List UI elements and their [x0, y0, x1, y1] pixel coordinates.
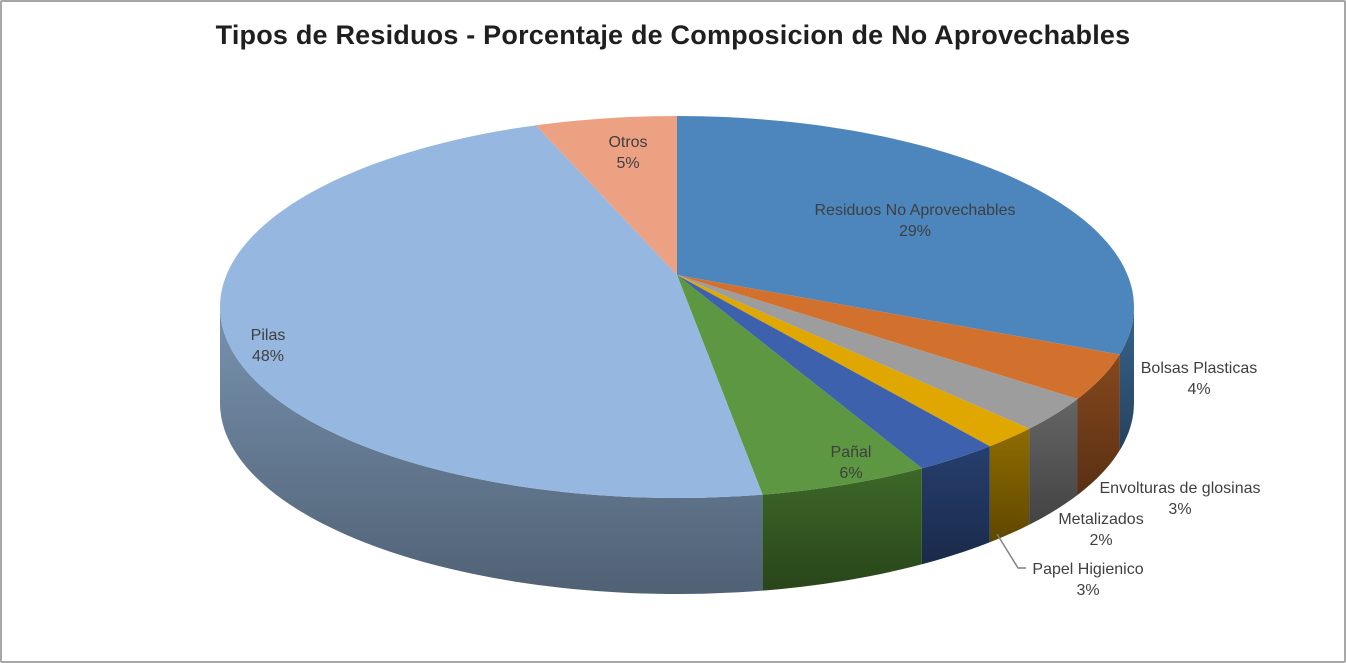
slice-label-text: Metalizados: [1058, 511, 1144, 528]
slice-label-pct: 4%: [1187, 381, 1211, 398]
chart-title: Tipos de Residuos - Porcentaje de Compos…: [215, 20, 1131, 50]
slice-label-text: Bolsas Plasticas: [1140, 360, 1258, 377]
slice-label-pct: 2%: [1089, 532, 1113, 549]
slice-label-text: Residuos No Aprovechables: [814, 202, 1016, 219]
pie-slice-side-panal: [762, 468, 922, 591]
pie-slice-side-envolturas-de-glosinas: [1029, 399, 1078, 525]
pie-slice-side-metalizados: [989, 428, 1030, 543]
pie-slice-side-bolsas-plasticas: [1077, 354, 1120, 495]
slice-label-envolturas-de-glosinas: Envolturas de glosinas 3%: [1100, 478, 1261, 520]
pie-slice-envolturas-de-glosinas[interactable]: [677, 275, 1078, 429]
pie-slice-side-papel-higienico: [921, 446, 990, 565]
pie-slice-metalizados[interactable]: [677, 275, 1030, 447]
pie-slice-otros[interactable]: [535, 116, 677, 275]
slice-label-text: Pilas: [250, 327, 286, 344]
slice-label-otros: Otros 5%: [608, 132, 647, 174]
slice-label-pct: 29%: [898, 223, 932, 240]
slice-label-pilas: Pilas 48%: [251, 325, 286, 367]
slice-label-pct: 6%: [839, 465, 863, 482]
pie-slice-bolsas-plasticas[interactable]: [677, 275, 1120, 399]
slice-label-panal: Pañal 6%: [831, 442, 872, 484]
slice-label-pct: 5%: [616, 155, 640, 172]
slice-label-text: Otros: [608, 134, 648, 151]
pie-slice-papel-higienico[interactable]: [677, 275, 990, 469]
slice-label-bolsas-plasticas: Bolsas Plasticas 4%: [1141, 358, 1258, 400]
slice-label-residuos-no-aprovechables: Residuos No Aprovechables 29%: [814, 200, 1015, 242]
slice-label-pct: 3%: [1076, 582, 1100, 599]
slice-label-text: Envolturas de glosinas: [1099, 480, 1261, 497]
leader-line-papel-higienico: [996, 533, 1026, 569]
slice-label-pct: 3%: [1168, 501, 1192, 518]
pie-slice-panal[interactable]: [677, 275, 922, 495]
slice-label-text: Pañal: [830, 444, 872, 461]
pie-slice-residuos-no-aprovechables[interactable]: [677, 116, 1134, 355]
slice-label-text: Papel Higienico: [1032, 561, 1144, 578]
pie-slice-pilas[interactable]: [220, 125, 763, 499]
pie-slice-side-residuos-no-aprovechables: [1119, 307, 1134, 451]
pie-slice-side-pilas: [220, 307, 763, 594]
slice-label-metalizados: Metalizados 2%: [1058, 509, 1143, 551]
slice-label-papel-higienico: Papel Higienico 3%: [1032, 559, 1143, 601]
slice-label-pct: 48%: [251, 348, 285, 365]
